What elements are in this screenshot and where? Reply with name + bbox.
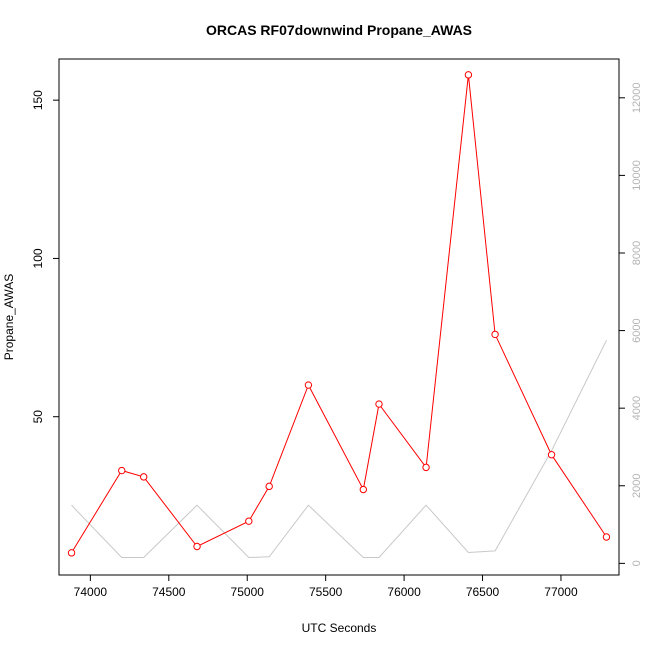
data-point [491, 330, 499, 339]
data-point [118, 466, 126, 475]
data-point [375, 400, 383, 408]
data-point [245, 517, 253, 525]
data-point [140, 473, 148, 481]
y2-tick-label: 6000 [631, 318, 643, 342]
series-line-secondary [71, 340, 607, 559]
data-point [359, 485, 368, 494]
x-tick-label: 74500 [152, 585, 186, 599]
data-point [422, 463, 430, 472]
y-axis-left: 50 100 150 [31, 90, 59, 424]
x-tick-label: 75500 [309, 585, 343, 599]
x-tick-label: 76000 [387, 585, 421, 599]
x-tick-label: 77000 [544, 585, 578, 599]
y2-tick-label: 4000 [631, 396, 643, 420]
plot-area [58, 58, 620, 576]
x-tick-label: 76500 [466, 585, 500, 599]
data-point [547, 451, 556, 459]
x-tick-label: 75000 [231, 585, 265, 599]
y2-tick-label: 8000 [631, 241, 643, 265]
x-axis-label: UTC Seconds [302, 621, 377, 635]
y-tick-label: 150 [31, 90, 45, 110]
chart-title: ORCAS RF07downwind Propane_AWAS [206, 22, 472, 38]
y-axis-label: Propane_AWAS [2, 274, 16, 361]
x-tick-label: 74000 [74, 585, 108, 599]
y2-tick-label: 2000 [631, 474, 643, 498]
x-axis: 74000 74500 75000 75500 76000 76500 77000 [74, 575, 578, 599]
y2-tick-label: 12000 [631, 83, 643, 114]
series-line-primary [71, 74, 607, 554]
y-axis-right: 0 2000 4000 6000 8000 10000 12000 [619, 83, 643, 566]
y-tick-label: 100 [31, 248, 45, 268]
data-point [67, 549, 76, 557]
data-point [602, 533, 611, 541]
y2-tick-label: 10000 [631, 160, 643, 191]
data-point [464, 71, 473, 79]
data-point [265, 482, 273, 491]
plot-border [58, 58, 620, 576]
data-point [193, 542, 201, 551]
data-point [304, 381, 313, 389]
y-tick-label: 50 [31, 410, 45, 424]
series-layer [67, 71, 611, 559]
y2-tick-label: 0 [631, 560, 643, 566]
